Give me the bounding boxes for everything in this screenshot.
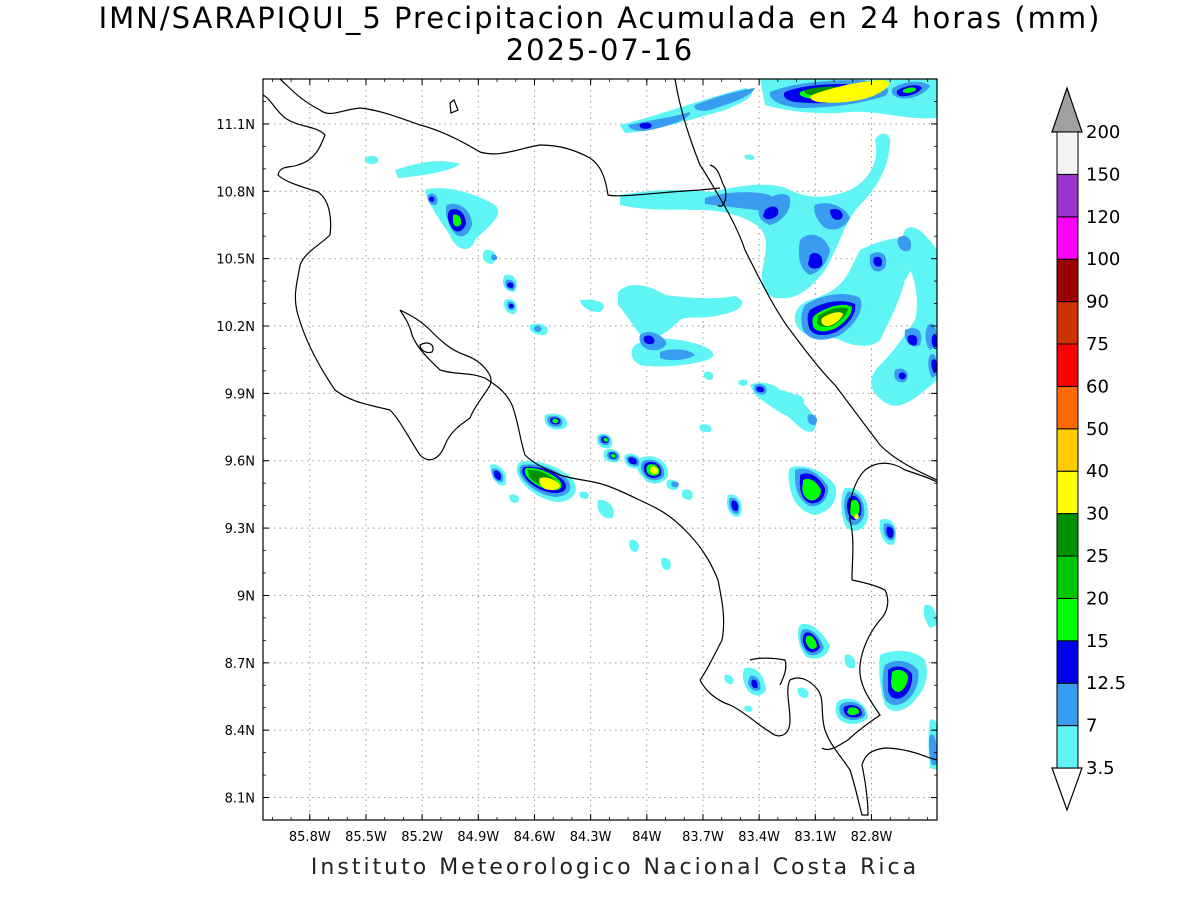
colorbar-bottom-arrow — [1051, 767, 1083, 812]
lon-tick-label: 84.6W — [514, 830, 556, 845]
colorbar-swatch — [1056, 301, 1079, 345]
lon-tick-label: 85.8W — [289, 830, 331, 845]
colorbar-label: 75 — [1086, 334, 1109, 355]
colorbar-swatch — [1056, 428, 1079, 472]
colorbar-label: 15 — [1086, 631, 1109, 652]
lon-tick-label: 83.4W — [738, 830, 780, 845]
lon-tick-label: 83.7W — [682, 830, 724, 845]
lat-tick-label: 9.3N — [225, 522, 255, 537]
lat-tick-label: 11.1N — [216, 118, 255, 133]
lon-tick-label: 84.3W — [570, 830, 612, 845]
colorbar-label: 50 — [1086, 419, 1109, 440]
colorbar-label: 60 — [1086, 376, 1109, 397]
coastline-borders — [263, 79, 937, 816]
colorbar-label: 120 — [1086, 207, 1120, 228]
colorbar-label: 3.5 — [1086, 758, 1115, 779]
lat-tick-label: 10.2N — [216, 320, 255, 335]
colorbar-label: 7 — [1086, 716, 1097, 737]
colorbar-swatch — [1056, 258, 1079, 303]
lat-tick-label: 9N — [237, 589, 255, 604]
colorbar-label: 150 — [1086, 164, 1120, 185]
colorbar-swatch — [1056, 216, 1079, 260]
lat-tick-label: 8.1N — [225, 792, 255, 807]
colorbar-label: 30 — [1086, 504, 1109, 525]
lat-tick-label: 10.5N — [216, 253, 255, 268]
colorbar-swatch — [1056, 597, 1079, 642]
colorbar-label: 20 — [1086, 588, 1109, 609]
colorbar-swatch — [1056, 725, 1079, 769]
axis-ticks: 85.8W 85.5W 85.2W 84.9W 84.6W 84.3W 84W 83.7W 83… — [216, 78, 937, 845]
colorbar-label: 200 — [1086, 122, 1120, 143]
lon-tick-label: 85.5W — [345, 830, 387, 845]
precip-fields — [364, 79, 937, 770]
colorbar-swatch — [1056, 640, 1079, 684]
map-frame — [262, 78, 938, 821]
colorbar-top-arrow — [1051, 86, 1083, 133]
lon-tick-label: 83.1W — [794, 830, 836, 845]
colorbar-swatch — [1056, 343, 1079, 387]
map-date: 2025-07-16 — [505, 33, 695, 67]
lon-tick-label: 84.9W — [457, 830, 499, 845]
colorbar-swatch — [1056, 385, 1079, 430]
map-title: IMN/SARAPIQUI_5 Precipitacion Acumulada … — [98, 1, 1102, 35]
lat-tick-label: 8.7N — [225, 657, 255, 672]
colorbar-swatch — [1056, 470, 1079, 515]
colorbar-legend: 3.5 7 12.5 15 20 25 30 40 50 60 75 90 100 120 150 200 — [1051, 86, 1126, 812]
colorbar-swatch — [1056, 513, 1079, 557]
footer-credit: Instituto Meteorologico Nacional Costa R… — [310, 855, 920, 880]
lat-tick-label: 10.8N — [216, 185, 255, 200]
lat-tick-label: 8.4N — [225, 724, 255, 739]
colorbar-swatch — [1056, 555, 1079, 599]
colorbar-swatch — [1056, 173, 1079, 218]
lon-tick-label: 85.2W — [401, 830, 443, 845]
colorbar-label: 100 — [1086, 249, 1120, 270]
lat-tick-label: 9.6N — [225, 455, 255, 470]
colorbar-label: 40 — [1086, 461, 1109, 482]
lon-tick-label: 82.8W — [851, 830, 893, 845]
colorbar-swatch — [1056, 682, 1079, 727]
colorbar-label: 25 — [1086, 546, 1109, 567]
colorbar-label: 90 — [1086, 292, 1109, 313]
lat-tick-label: 9.9N — [225, 387, 255, 402]
colorbar-swatch — [1056, 131, 1079, 175]
colorbar-label: 12.5 — [1086, 673, 1126, 694]
lon-tick-label: 84W — [632, 830, 662, 845]
